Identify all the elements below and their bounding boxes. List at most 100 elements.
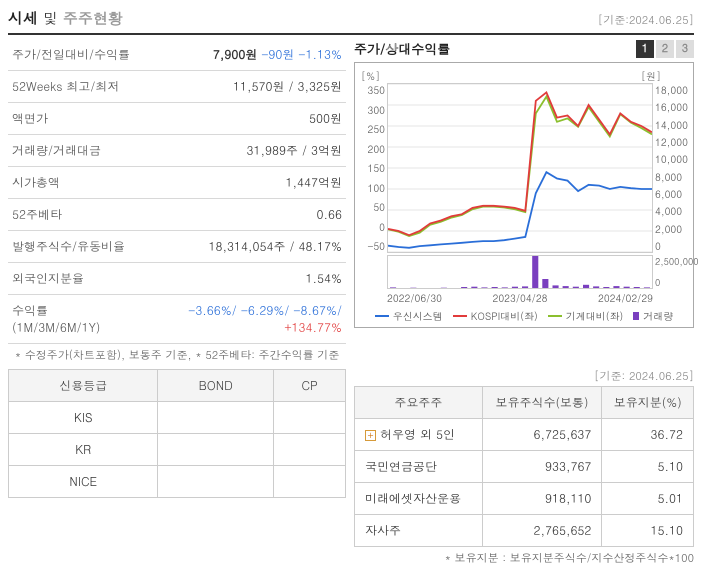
shareholders-table: 주요주주 보유주식수(보통) 보유지분(%) +허우영 외 5인6,725,63… bbox=[354, 386, 694, 547]
chart-legend: 우신시스템 KOSPI대비(좌) 기계대비(좌) 거래량 bbox=[361, 305, 687, 325]
ytick-right: 14,000 bbox=[655, 118, 687, 132]
table-row: 시가총액1,447억원 bbox=[8, 167, 346, 199]
legend-item: 우신시스템 bbox=[375, 309, 443, 323]
ytick-left: -50 bbox=[361, 239, 385, 253]
credit-cp bbox=[274, 466, 346, 498]
price: 7,900원 bbox=[213, 46, 257, 63]
y-axis-left: 350300250200150100500-50 bbox=[361, 83, 387, 253]
volume-chart[interactable] bbox=[387, 255, 653, 289]
credit-bond bbox=[158, 434, 274, 466]
axis-units: [%] [원] bbox=[361, 69, 687, 83]
shareholder-pct: 5.01 bbox=[602, 483, 694, 515]
credit-bond bbox=[158, 466, 274, 498]
legend-label: 우신시스템 bbox=[393, 309, 443, 323]
table-row: 액면가500원 bbox=[8, 103, 346, 135]
table-row: 주요주주 보유주식수(보통) 보유지분(%) bbox=[355, 387, 694, 419]
ret-1m: -3.66%/ bbox=[188, 302, 237, 319]
ytick-left: 350 bbox=[361, 83, 385, 97]
legend-label: 기계대비(좌) bbox=[566, 309, 624, 323]
shareholders-footnote: * 보유지분 : 보유지분주식수/지수산정주식수*100 bbox=[354, 551, 694, 566]
credit-name: KR bbox=[9, 434, 158, 466]
stat-label: 52Weeks 최고/최저 bbox=[8, 71, 140, 103]
ytick-left: 200 bbox=[361, 142, 385, 156]
xtick-label: 2023/04/28 bbox=[493, 291, 548, 305]
col-header: 신용등급 bbox=[9, 370, 158, 402]
xtick-label: 2024/02/29 bbox=[598, 291, 653, 305]
stat-value: 0.66 bbox=[140, 199, 346, 231]
stat-label: 수익률 (1M/3M/6M/1Y) bbox=[8, 295, 140, 344]
credit-name: NICE bbox=[9, 466, 158, 498]
shareholder-shares: 2,765,652 bbox=[482, 515, 602, 547]
stat-label: 52주베타 bbox=[8, 199, 140, 231]
credit-cp bbox=[274, 434, 346, 466]
ytick-left: 150 bbox=[361, 161, 385, 175]
stat-value: 7,900원 -90원 -1.13% bbox=[140, 39, 346, 71]
stat-value: 1.54% bbox=[140, 263, 346, 295]
table-row: 신용등급 BOND CP bbox=[9, 370, 346, 402]
table-row: 자사주2,765,65215.10 bbox=[355, 515, 694, 547]
table-row: 52Weeks 최고/최저11,570원 / 3,325원 bbox=[8, 71, 346, 103]
y-axis-right: 18,00016,00014,00012,00010,0008,0006,000… bbox=[653, 83, 687, 253]
expand-icon[interactable]: + bbox=[365, 430, 376, 441]
stat-value: 500원 bbox=[140, 103, 346, 135]
legend-item: KOSPI대비(좌) bbox=[453, 309, 538, 323]
chart-panel: [%] [원] 350300250200150100500-50 18,0001… bbox=[354, 62, 694, 328]
ytick-left: 100 bbox=[361, 181, 385, 195]
shareholder-name: +허우영 외 5인 bbox=[355, 419, 483, 451]
col-header: 보유지분(%) bbox=[602, 387, 694, 419]
col-header: 주요주주 bbox=[355, 387, 483, 419]
chart-header: 주가/상대수익률 1 2 3 bbox=[354, 39, 694, 58]
chart-tabs: 1 2 3 bbox=[636, 40, 694, 58]
table-row: 주가/전일대비/수익률 7,900원 -90원 -1.13% bbox=[8, 39, 346, 71]
title-part-gray: 주주현황 bbox=[63, 8, 123, 29]
credit-cp bbox=[274, 402, 346, 434]
as-of-date: [기준:2024.06.25] bbox=[598, 13, 694, 28]
ret-6m: -8.67%/ bbox=[293, 302, 342, 319]
y-unit-left: [%] bbox=[361, 69, 380, 83]
chart-tab-3[interactable]: 3 bbox=[676, 40, 694, 58]
ret-3m: -6.29%/ bbox=[241, 302, 290, 319]
y-unit-right: [원] bbox=[641, 69, 661, 83]
stat-value: -3.66%/ -6.29%/ -8.67%/ +134.77% bbox=[140, 295, 346, 344]
price-return: -1.13% bbox=[298, 46, 342, 63]
table-row: 발행주식수/유동비율18,314,054주 / 48.17% bbox=[8, 231, 346, 263]
table-row: NICE bbox=[9, 466, 346, 498]
as-of-date-right: [기준: 2024.06.25] bbox=[354, 369, 694, 384]
shareholder-name: 미래에셋자산운용 bbox=[355, 483, 483, 515]
credit-table: 신용등급 BOND CP KISKRNICE bbox=[8, 369, 346, 498]
legend-item: 기계대비(좌) bbox=[548, 309, 624, 323]
stat-label: 거래량/거래대금 bbox=[8, 135, 140, 167]
xtick-label: 2022/06/30 bbox=[387, 291, 442, 305]
table-row: 미래에셋자산운용918,1105.01 bbox=[355, 483, 694, 515]
shareholder-name: 국민연금공단 bbox=[355, 451, 483, 483]
page-header: 시세 및 주주현황 [기준:2024.06.25] bbox=[8, 8, 694, 35]
table-row: 외국인지분율1.54% bbox=[8, 263, 346, 295]
ytick-right: 6,000 bbox=[655, 187, 687, 201]
page-title: 시세 및 주주현황 bbox=[8, 8, 123, 29]
chart-tab-1[interactable]: 1 bbox=[636, 40, 654, 58]
ytick-right: 4,000 bbox=[655, 204, 687, 218]
ytick-left: 50 bbox=[361, 200, 385, 214]
table-row: 52주베타0.66 bbox=[8, 199, 346, 231]
x-axis-labels: 2022/06/30 2023/04/28 2024/02/29 bbox=[361, 289, 687, 305]
vol-tick: 0 bbox=[655, 276, 687, 289]
chart-tab-2[interactable]: 2 bbox=[656, 40, 674, 58]
shareholder-shares: 918,110 bbox=[482, 483, 602, 515]
ytick-right: 10,000 bbox=[655, 152, 687, 166]
col-header: BOND bbox=[158, 370, 274, 402]
volume-axis: 2,500,000 0 bbox=[653, 255, 687, 289]
line-chart[interactable] bbox=[387, 83, 653, 253]
vol-tick: 2,500,000 bbox=[655, 255, 687, 268]
shareholder-pct: 36.72 bbox=[602, 419, 694, 451]
ytick-right: 16,000 bbox=[655, 100, 687, 114]
shareholder-shares: 6,725,637 bbox=[482, 419, 602, 451]
stat-label: 시가총액 bbox=[8, 167, 140, 199]
title-part-dark: 시세 bbox=[8, 8, 38, 29]
stat-label: 액면가 bbox=[8, 103, 140, 135]
ytick-right: 0 bbox=[655, 239, 687, 253]
shareholder-pct: 15.10 bbox=[602, 515, 694, 547]
stat-label: 발행주식수/유동비율 bbox=[8, 231, 140, 263]
stats-footnote: * 수정주가(차트포함), 보통주 기준, * 52주베타: 주간수익률 기준 bbox=[8, 348, 346, 363]
stat-value: 31,989주 / 3억원 bbox=[140, 135, 346, 167]
table-row: KIS bbox=[9, 402, 346, 434]
